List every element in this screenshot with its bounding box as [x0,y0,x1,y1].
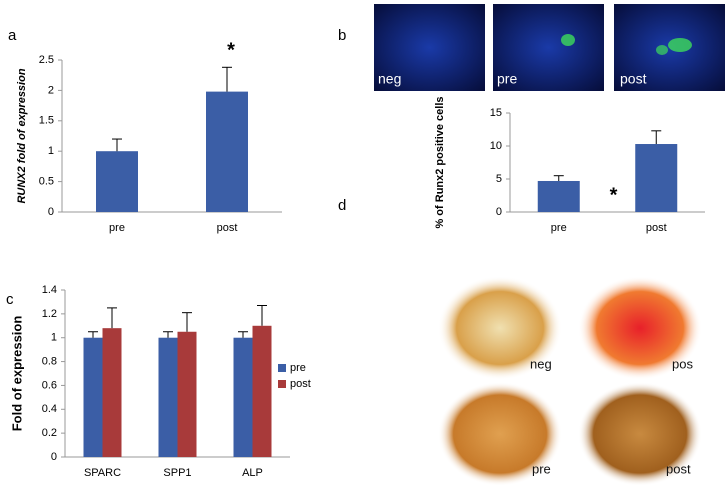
y-tick-label: 2.5 [39,54,54,66]
y-tick-label: 0.5 [39,176,54,188]
y-tick-label: 15 [490,107,502,119]
y-tick-label: 1.2 [42,308,57,320]
microscopy-image [493,4,604,91]
y-tick-label: 5 [496,173,502,185]
error-bar [163,331,173,338]
x-tick-label: post [217,222,238,234]
error-bar [182,312,192,332]
image-label: pre [532,461,551,476]
positive-cell [656,45,668,55]
error-bar [112,138,122,152]
error-bar [107,307,117,329]
panel-label: b [338,27,346,44]
y-tick-label: 1 [51,332,57,344]
staining-images: neg pos pre post [438,276,702,486]
y-tick-label: 0.4 [42,403,57,415]
error-bar [553,175,564,181]
bar [158,337,178,457]
legend-label: pre [290,362,306,374]
image-label: post [666,461,691,476]
annotation: * [227,40,235,62]
x-tick-label: pre [551,222,567,234]
bar [96,151,138,212]
panel-label: d [338,197,346,214]
staining-image [438,382,562,486]
y-tick-label: 1.5 [39,115,54,127]
annotation: * [610,184,618,206]
error-bar [651,130,662,145]
bar [177,331,197,457]
positive-cell [561,34,575,46]
y-axis-label: Fold of expression [9,316,24,432]
staining-image [578,276,702,380]
legend-swatch [278,380,286,388]
image-label: neg [530,356,552,371]
y-tick-label: 1 [48,145,54,157]
bar [206,91,248,212]
x-tick-label: SPARC [84,467,121,479]
bar [102,328,122,457]
image-label: post [620,71,647,87]
error-bar [88,331,98,338]
error-bar [222,66,232,92]
bar [233,337,253,457]
x-tick-label: pre [109,222,125,234]
legend-swatch [278,364,286,372]
bar [635,144,678,212]
y-tick-label: 0.6 [42,379,57,391]
panel-label: a [8,27,17,44]
bar [252,325,272,457]
error-bar [238,331,248,338]
y-tick-label: 0.2 [42,427,57,439]
microscopy-image [374,4,485,91]
staining-image [578,382,702,486]
x-tick-label: post [646,222,667,234]
panel-label: c [6,291,14,308]
x-tick-label: SPP1 [163,467,191,479]
y-tick-label: 1.4 [42,284,57,296]
image-label: neg [378,71,401,87]
y-tick-label: 10 [490,140,502,152]
image-label: pre [497,71,517,87]
legend-label: post [290,378,311,390]
error-bar [257,305,267,326]
staining-image [438,276,562,380]
positive-cell [668,38,692,52]
bar [537,180,580,212]
y-axis-label: % of Runx2 positive cells [434,96,446,228]
y-tick-label: 0 [51,451,57,463]
microscopy-images: neg pre post [374,4,725,91]
y-tick-label: 2 [48,84,54,96]
y-tick-label: 0 [48,206,54,218]
y-tick-label: 0 [496,206,502,218]
bar [83,337,103,457]
image-label: pos [672,356,693,371]
y-axis-label: RUNX2 fold of expression [16,68,28,203]
x-tick-label: ALP [242,467,263,479]
y-tick-label: 0.8 [42,355,57,367]
